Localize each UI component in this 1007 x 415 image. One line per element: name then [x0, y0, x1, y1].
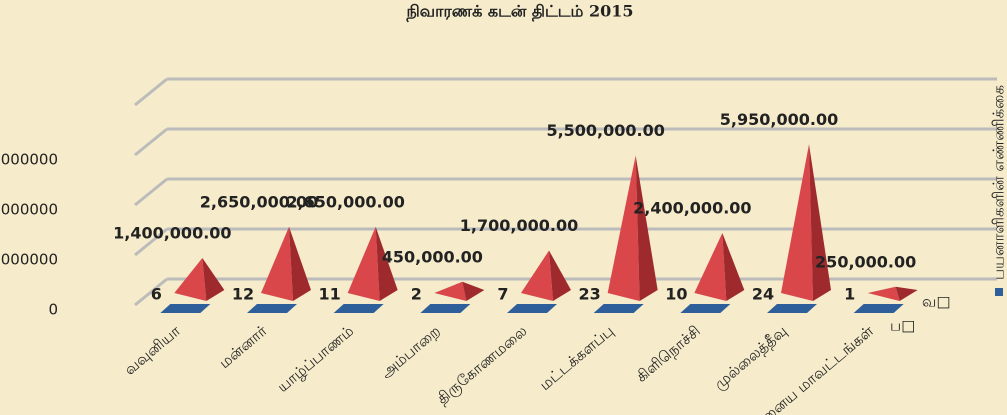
y-tick-label: 6000000 — [0, 151, 58, 169]
y-tick-label: 2000000 — [0, 251, 58, 269]
pyramid-left-face — [434, 281, 467, 301]
value-label: 12 — [232, 285, 254, 304]
bar — [593, 304, 644, 313]
pyramid-left-face — [781, 144, 813, 301]
pyramid-left-face — [607, 155, 640, 301]
pyramid-right-face — [635, 155, 658, 301]
value-label: 2,650,000.00 — [200, 192, 318, 211]
pyramid-right-face — [462, 281, 485, 301]
pyramid-left-face — [867, 286, 900, 301]
pyramid-left-face — [261, 226, 293, 301]
bar — [507, 304, 557, 313]
grid-diagonal — [134, 127, 168, 157]
value-label: 24 — [752, 285, 774, 304]
bar — [247, 304, 297, 313]
pyramid-right-face — [202, 258, 225, 301]
pyramid — [867, 286, 918, 301]
depth-label: வ□ — [922, 293, 951, 311]
value-label: 5,950,000.00 — [720, 110, 838, 129]
pyramid-right-face — [549, 250, 571, 301]
y-tick-label: 0 — [48, 301, 58, 319]
value-label: 1,700,000.00 — [460, 216, 578, 235]
pyramid — [781, 144, 831, 301]
y-tick-label: 4000000 — [0, 201, 58, 219]
bar — [333, 304, 384, 313]
value-label: 23 — [579, 285, 601, 304]
value-label: 450,000.00 — [382, 247, 483, 266]
value-label: 2,400,000.00 — [633, 199, 751, 218]
legend-label: பயனாளிகளின் எண்ணிக்கை — [990, 85, 1007, 280]
value-label: 7 — [497, 285, 508, 304]
value-label: 2,650,000.00 — [286, 192, 404, 211]
value-label: 1 — [844, 285, 855, 304]
pyramid — [521, 250, 571, 301]
pyramid — [434, 281, 485, 301]
grid-diagonal — [134, 177, 168, 207]
value-label: 11 — [319, 285, 341, 304]
bar — [853, 304, 904, 313]
grid-diagonal-top — [134, 77, 168, 107]
value-label: 2 — [411, 285, 422, 304]
legend-swatch — [995, 288, 1003, 296]
bar — [767, 304, 817, 313]
pyramid — [347, 226, 398, 301]
pyramid-right-face — [809, 144, 831, 301]
pyramid-right-face — [375, 226, 398, 301]
pyramid-right-face — [895, 286, 918, 301]
pyramid-left-face — [174, 258, 207, 301]
bar — [680, 304, 731, 313]
value-label: 6 — [151, 285, 162, 304]
pyramid-left-face — [521, 250, 553, 301]
pyramid — [261, 226, 311, 301]
pyramid — [694, 233, 745, 301]
value-label: 5,500,000.00 — [546, 121, 664, 140]
depth-label: ப□ — [890, 317, 915, 335]
value-label: 250,000.00 — [815, 252, 916, 271]
bar — [160, 304, 211, 313]
grid-diagonal — [134, 227, 168, 257]
pyramid — [607, 155, 658, 301]
chart-title: நிவாரணக் கடன் திட்டம் 2015 — [406, 2, 634, 22]
pyramid — [174, 258, 225, 301]
pyramid-left-face — [347, 226, 380, 301]
bar — [420, 304, 471, 313]
pyramid-left-face — [694, 233, 727, 301]
value-label: 1,400,000.00 — [113, 224, 231, 243]
pyramid-right-face — [289, 226, 311, 301]
pyramid-right-face — [722, 233, 745, 301]
value-label: 10 — [665, 285, 687, 304]
grid-diagonal — [134, 277, 168, 307]
